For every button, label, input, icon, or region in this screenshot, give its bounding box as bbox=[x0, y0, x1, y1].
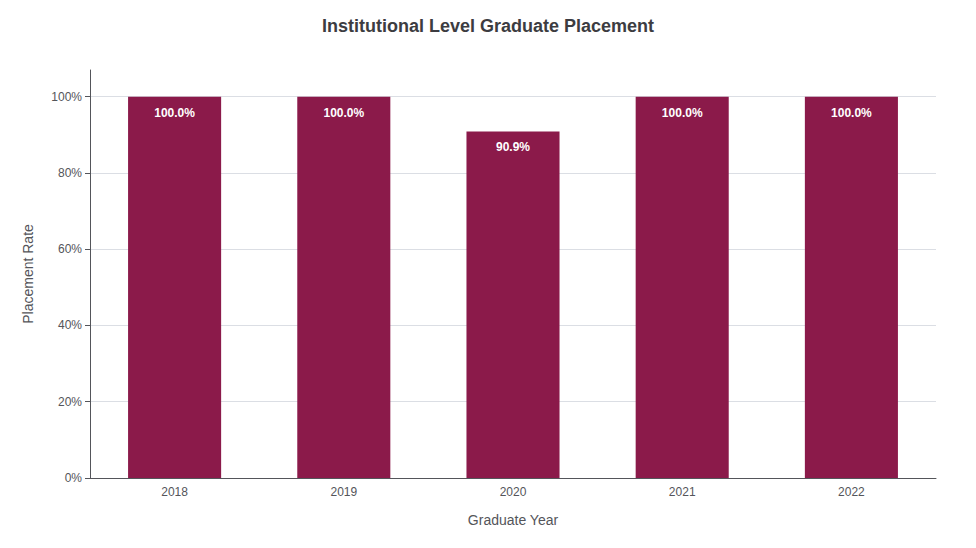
svg-text:100.0%: 100.0% bbox=[662, 106, 703, 120]
svg-text:Institutional Level Graduate P: Institutional Level Graduate Placement bbox=[322, 16, 654, 36]
svg-text:100.0%: 100.0% bbox=[323, 106, 364, 120]
svg-text:2019: 2019 bbox=[330, 485, 357, 499]
svg-text:2020: 2020 bbox=[500, 485, 527, 499]
svg-text:Graduate Year: Graduate Year bbox=[468, 512, 559, 528]
svg-text:Placement Rate: Placement Rate bbox=[20, 224, 36, 324]
svg-text:100.0%: 100.0% bbox=[154, 106, 195, 120]
svg-text:100%: 100% bbox=[51, 90, 82, 104]
svg-text:2021: 2021 bbox=[669, 485, 696, 499]
svg-text:20%: 20% bbox=[58, 395, 82, 409]
svg-text:90.9%: 90.9% bbox=[496, 140, 530, 154]
svg-text:80%: 80% bbox=[58, 166, 82, 180]
svg-text:100.0%: 100.0% bbox=[831, 106, 872, 120]
svg-text:2018: 2018 bbox=[161, 485, 188, 499]
svg-text:60%: 60% bbox=[58, 242, 82, 256]
svg-text:2022: 2022 bbox=[838, 485, 865, 499]
svg-text:40%: 40% bbox=[58, 318, 82, 332]
svg-text:0%: 0% bbox=[65, 471, 83, 485]
